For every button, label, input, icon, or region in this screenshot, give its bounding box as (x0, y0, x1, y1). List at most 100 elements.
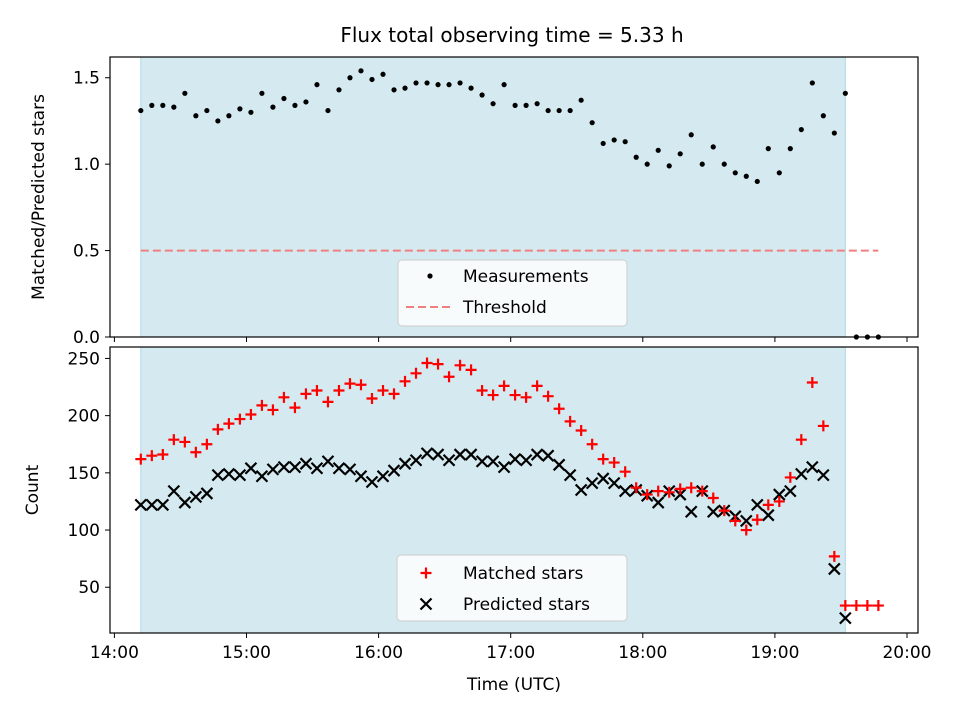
measurement-point (193, 113, 199, 119)
bottom-legend-box (396, 554, 628, 622)
predicted-stars-point (585, 476, 599, 490)
measurement-point (391, 87, 397, 93)
bottom-y-tick-label: 250 (68, 349, 100, 369)
matched-stars-point (619, 466, 631, 478)
matched-stars-point (322, 396, 334, 408)
predicted-stars-point (497, 460, 511, 474)
predicted-stars-point (420, 447, 434, 460)
top-y-tick-label: 0.5 (73, 242, 100, 262)
predicted-stars-point (200, 487, 214, 500)
measurement-point (226, 113, 232, 119)
measurement-point (325, 107, 331, 114)
bottom-legend: Matched stars Predicted stars (396, 554, 628, 622)
measurement-point (556, 107, 562, 114)
measurement-point (490, 101, 496, 107)
measurement-point (754, 178, 760, 185)
measurement-point (204, 107, 210, 114)
predicted-stars-point (552, 458, 566, 472)
bottom-ticks: 14:00 15:00 16:00 17:00 18:00 19:00 20:00 50 100… (68, 349, 932, 663)
matched-stars-point (696, 485, 708, 497)
matched-stars-point (245, 408, 257, 420)
bottom-y-tick-label: 50 (78, 578, 100, 598)
measurement-point (732, 170, 738, 176)
measurement-point (358, 68, 364, 74)
measurement-point (446, 82, 452, 88)
predicted-stars-point (145, 498, 159, 512)
measurement-point (820, 113, 826, 119)
matched-stars-point (817, 420, 829, 432)
predicted-stars-point (762, 508, 775, 522)
measurement-point (523, 102, 529, 108)
matched-stars-point (168, 434, 180, 446)
predicted-stars-point (563, 468, 577, 482)
predicted-stars-point (673, 488, 687, 501)
predicted-stars-point (277, 460, 291, 474)
measurement-point (248, 109, 254, 115)
matched-stars-point (366, 392, 378, 404)
measurement-point (842, 90, 848, 96)
predicted-stars-point (156, 498, 170, 512)
measurement-point (479, 92, 485, 98)
measurement-point (314, 82, 320, 88)
matched-stars-point (828, 550, 840, 562)
predicted-stars-point (310, 461, 324, 475)
measurement-point (545, 107, 551, 114)
bottom-panel: 14:00 15:00 16:00 17:00 18:00 19:00 20:00 50 100… (23, 346, 932, 695)
matched-stars-point (553, 403, 565, 415)
predicted-stars-point (354, 469, 368, 483)
top-ticks: 0.0 0.5 1.0 1.5 (73, 69, 908, 348)
measurement-point (369, 76, 375, 83)
predicted-stars-point (134, 498, 148, 512)
top-panel: 0.0 0.5 1.0 1.5 Matched/Predicted stars Mea… (29, 56, 919, 348)
measurement-point (402, 85, 408, 91)
measurement-point (149, 102, 155, 108)
matched-stars-point (795, 434, 807, 446)
matched-stars-point (146, 450, 158, 462)
matched-stars-point (421, 357, 433, 369)
matched-stars-point (355, 379, 367, 391)
matched-stars-point (729, 515, 741, 527)
predicted-stars-point (167, 484, 181, 498)
matched-stars-point (399, 375, 411, 387)
matched-stars-point (300, 388, 312, 400)
matched-stars-point (630, 482, 642, 494)
top-y-axis-label: Matched/Predicted stars (29, 94, 49, 300)
measurement-point (435, 82, 441, 88)
matched-stars-point (157, 449, 169, 461)
measurement-point (688, 132, 694, 138)
measurement-point (380, 71, 386, 77)
predicted-stars-point (508, 452, 522, 466)
matched-stars-point (839, 600, 851, 612)
matched-stars-point (223, 418, 235, 430)
predicted-stars-point (409, 453, 423, 467)
matched-stars-point (564, 415, 576, 427)
matched-stars-point (234, 413, 246, 425)
matched-stars-point (377, 384, 389, 396)
predicted-stars-point (376, 469, 390, 483)
legend-label-threshold: Threshold (462, 298, 547, 318)
matched-stars-point (608, 457, 620, 469)
matched-stars-point (388, 388, 400, 400)
predicted-stars-point (739, 514, 753, 528)
measurement-point (644, 161, 650, 167)
predicted-stars-point (519, 453, 533, 467)
measurement-point (270, 104, 276, 110)
matched-stars-point (641, 489, 653, 501)
matched-stars-point (256, 399, 268, 411)
matched-stars-point (850, 600, 862, 612)
matched-stars-point (135, 453, 147, 465)
matched-stars-point (212, 423, 224, 435)
predicted-stars-point (343, 463, 357, 476)
matched-stars-point (575, 425, 587, 437)
predicted-stars-point (839, 611, 852, 625)
measurement-point (809, 80, 815, 86)
matched-stars-point (333, 384, 345, 396)
matched-stars-point (410, 367, 422, 379)
predicted-stars-point (365, 475, 379, 489)
top-y-tick-label: 1.5 (73, 69, 100, 89)
legend-marker-predicted (419, 597, 433, 611)
matched-stars-point (487, 389, 499, 401)
predicted-stars-point (475, 455, 489, 468)
measurement-point (677, 151, 683, 157)
